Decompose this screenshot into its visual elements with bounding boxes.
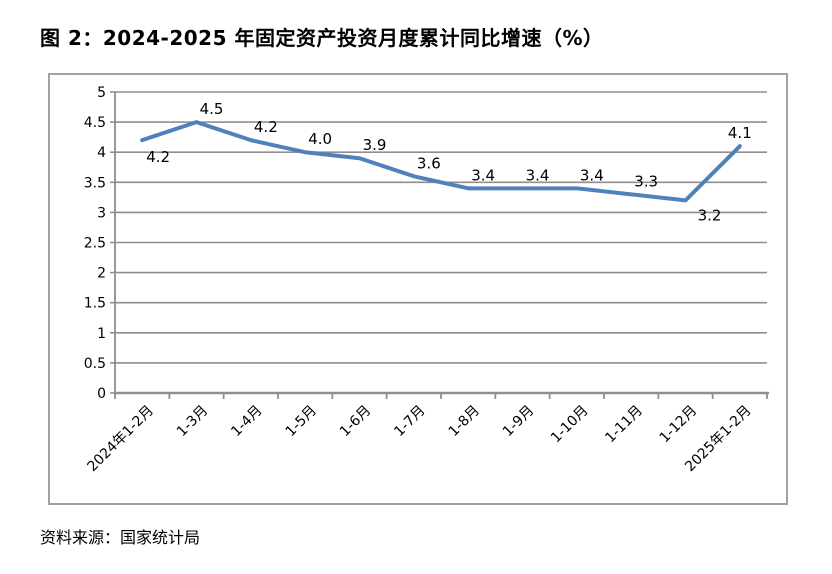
chart-title: 图 2：2024-2025 年固定资产投资月度累计同比增速（%） [40,26,604,50]
data-point-label: 4.2 [146,148,170,166]
x-category-label: 1-8月 [446,403,483,440]
x-category-label: 1-11月 [602,403,646,447]
x-category-label: 2024年1-2月 [85,403,157,475]
data-point-label: 3.4 [580,166,604,184]
x-category-label: 1-12月 [657,403,701,447]
x-category-label: 1-6月 [337,403,374,440]
data-point-label: 3.3 [634,172,658,190]
data-point-label: 3.4 [471,166,495,184]
y-tick-label: 1.5 [84,296,106,312]
y-tick-label: 3 [97,205,106,221]
x-category-label: 1-7月 [391,403,428,440]
y-tick-label: 4.5 [84,115,106,131]
data-point-label: 4.5 [200,100,224,118]
data-point-label: 4.2 [254,118,278,136]
y-tick-label: 5 [97,85,106,101]
data-point-label: 3.2 [698,206,722,224]
source-note: 资料来源：国家统计局 [40,528,201,547]
y-tick-label: 0 [97,386,106,402]
y-tick-label: 2.5 [84,236,106,252]
data-line [140,120,742,203]
data-point-label: 3.9 [363,136,387,154]
data-point-label: 3.6 [417,154,441,172]
y-tick-label: 1 [97,326,106,342]
data-point-label: 3.4 [526,166,550,184]
y-tick-label: 4 [97,145,106,161]
y-tick-label: 0.5 [84,356,106,372]
x-category-label: 1-9月 [500,403,537,440]
y-tick-label: 3.5 [84,175,106,191]
chart-frame: 5 4.5 4 3.5 3 2.5 2 1.5 1 0.5 0 2024年1-2月 1-3月 1-4月 1-… [48,73,788,505]
x-category-label: 1-5月 [283,403,320,440]
x-category-label: 1-3月 [174,403,211,440]
y-tick-label: 2 [97,266,106,282]
x-category-label: 1-10月 [548,403,592,447]
x-category-label: 1-4月 [228,403,265,440]
data-point-label: 4.0 [308,130,332,148]
data-point-label: 4.1 [728,124,752,142]
